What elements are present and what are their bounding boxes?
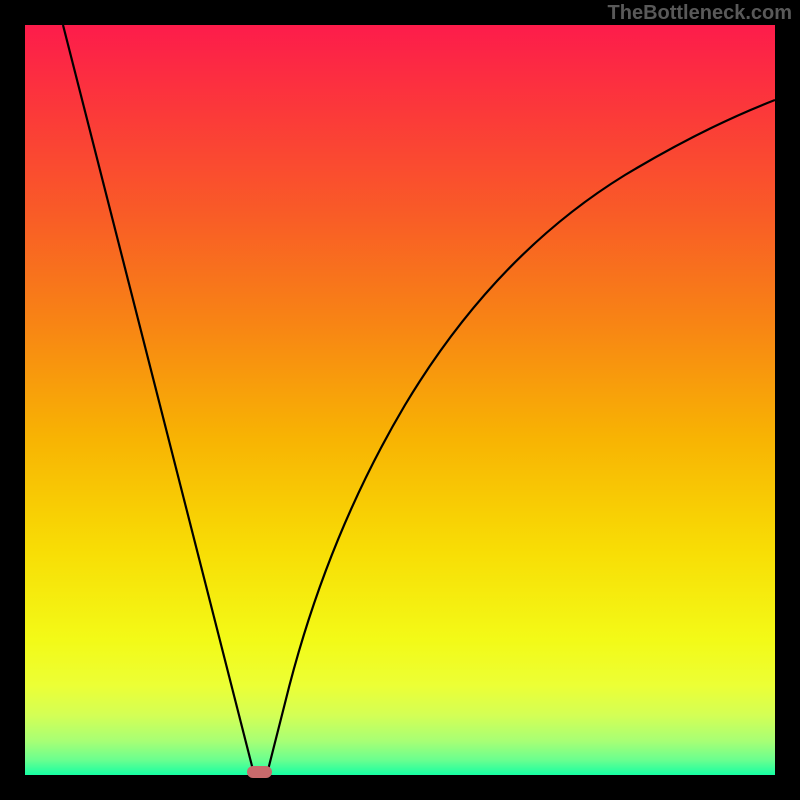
watermark-text: TheBottleneck.com: [608, 2, 792, 25]
curve-right-segment: [268, 100, 775, 770]
chart-container: TheBottleneck.com: [0, 0, 800, 800]
bottleneck-curve: [25, 25, 775, 775]
optimal-point-marker: [247, 766, 272, 778]
curve-left-segment: [63, 25, 253, 770]
